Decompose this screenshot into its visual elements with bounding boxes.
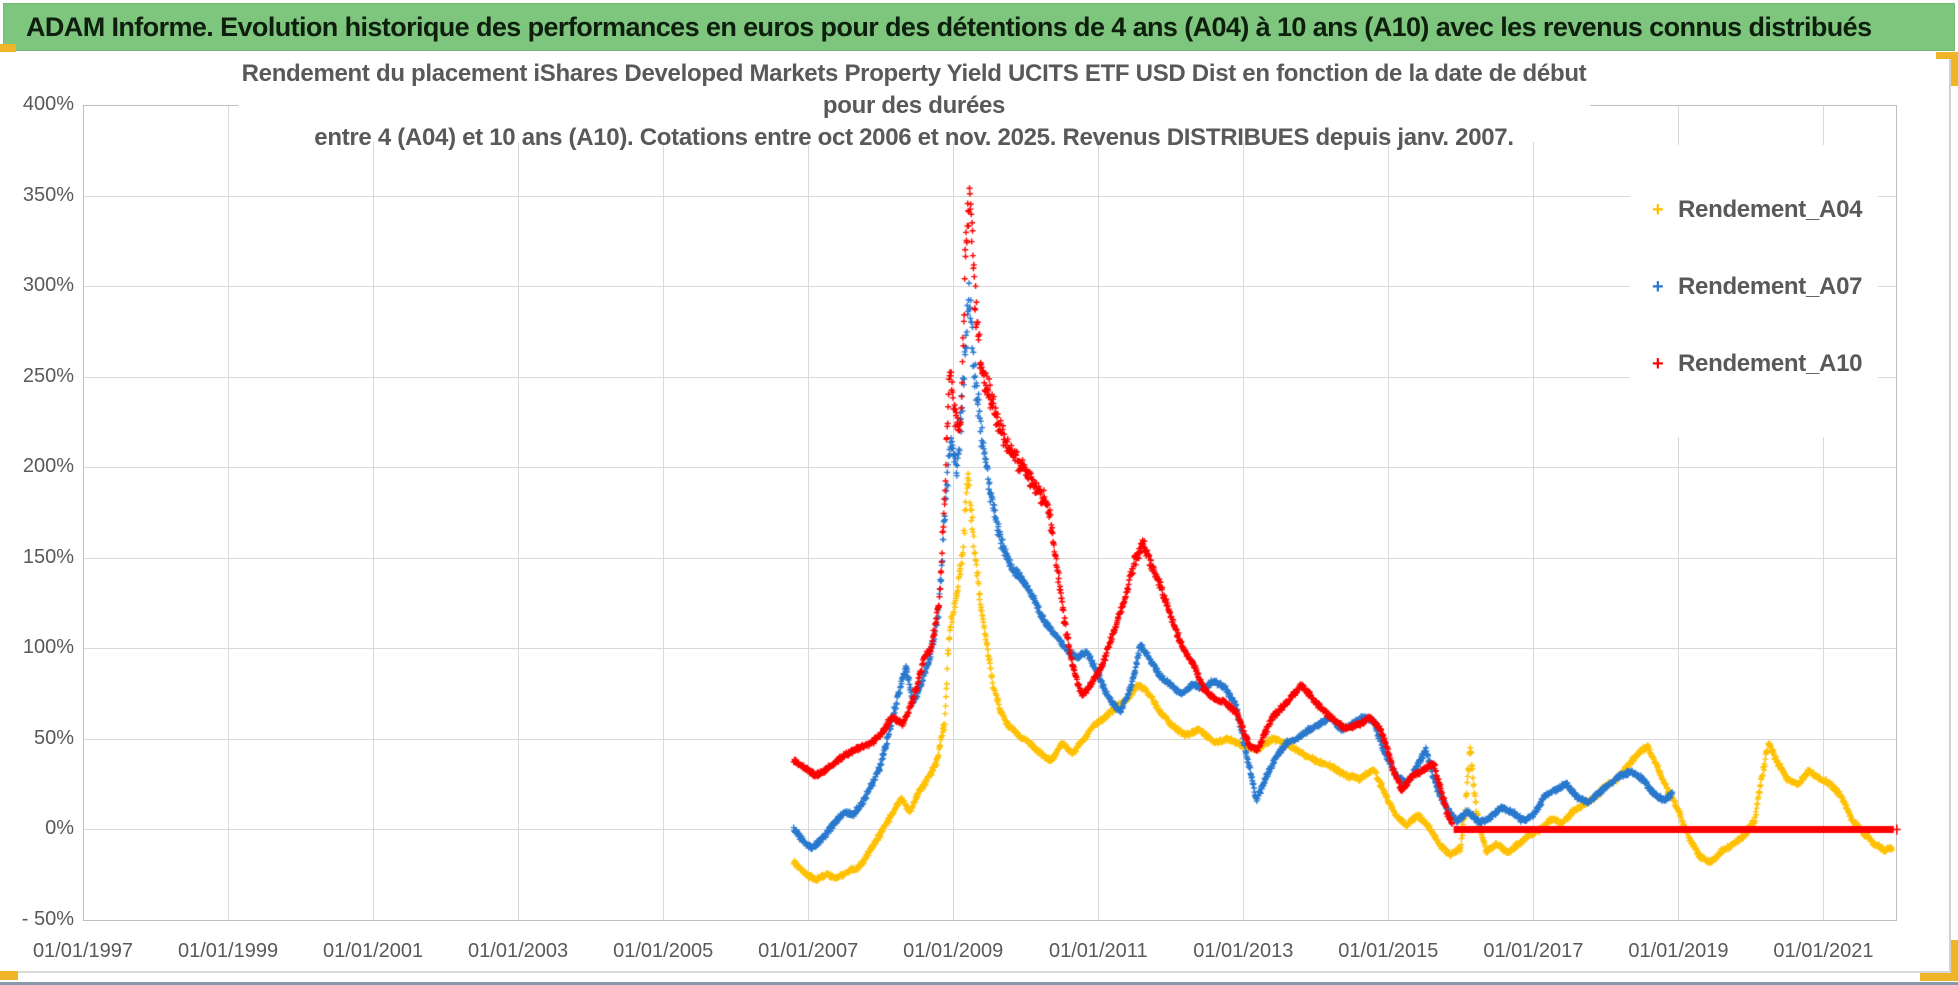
- x-tick-label: 01/01/2017: [1483, 940, 1584, 962]
- accent-bottom-right-v: [1951, 940, 1958, 981]
- legend-background: [1630, 145, 1878, 437]
- x-tick-label: 01/01/1999: [177, 940, 279, 962]
- y-tick-label: - 50%: [21, 908, 74, 930]
- y-tick-label: 250%: [22, 364, 74, 387]
- x-tick-label: 01/01/2013: [1193, 940, 1294, 962]
- legend-item: + Rendement_A10: [1652, 350, 1862, 378]
- x-tick-label: 01/01/2009: [903, 940, 1004, 962]
- x-tick-label: 01/01/2003: [468, 940, 569, 962]
- chart-title-line1: Rendement du placement iShares Developed…: [241, 60, 1587, 119]
- x-tick-label: 01/01/2021: [1773, 940, 1874, 962]
- frame-bottom-line: [0, 971, 1958, 973]
- accent-bottom-left: [0, 971, 18, 980]
- x-tick-label: 01/01/2019: [1628, 940, 1729, 962]
- x-tick-label: 01/01/2015: [1338, 940, 1439, 962]
- accent-bottom-right-h: [1920, 973, 1958, 981]
- legend-item: + Rendement_A07: [1652, 273, 1862, 301]
- legend-label: Rendement_A04: [1678, 196, 1863, 223]
- legend-plus-marker-icon: +: [1652, 198, 1664, 221]
- accent-top-left: [0, 44, 16, 52]
- chart-title-line2: entre 4 (A04) et 10 ans (A10). Cotations…: [314, 124, 1514, 151]
- y-tick-label: 400%: [22, 93, 74, 115]
- x-tick-label: 01/01/2011: [1048, 940, 1148, 962]
- y-tick-label: 100%: [22, 636, 74, 659]
- y-tick-label: 0%: [45, 817, 74, 840]
- accent-top-right-h: [1936, 52, 1958, 59]
- x-tick-label: 01/01/2001: [323, 940, 424, 962]
- accent-top-right-v: [1951, 52, 1958, 86]
- y-tick-label: 350%: [22, 183, 74, 206]
- x-tick-label: 01/01/2005: [613, 940, 714, 962]
- legend-label: Rendement_A07: [1678, 273, 1863, 300]
- window-bottom-edge: [0, 982, 1958, 985]
- legend-item: + Rendement_A04: [1652, 196, 1862, 224]
- legend-plus-marker-icon: +: [1652, 275, 1664, 298]
- chart-title: Rendement du placement iShares Developed…: [238, 58, 1590, 151]
- x-tick-label: 01/01/2007: [758, 940, 859, 962]
- y-tick-label: 300%: [22, 274, 74, 297]
- frame-right-line: [1949, 52, 1951, 975]
- x-tick-label: 01/01/1997: [32, 940, 134, 962]
- legend-label: Rendement_A10: [1678, 350, 1863, 377]
- legend-plus-marker-icon: +: [1652, 352, 1664, 375]
- y-tick-label: 150%: [22, 545, 74, 568]
- y-tick-label: 200%: [22, 455, 74, 478]
- y-tick-label: 50%: [33, 726, 74, 749]
